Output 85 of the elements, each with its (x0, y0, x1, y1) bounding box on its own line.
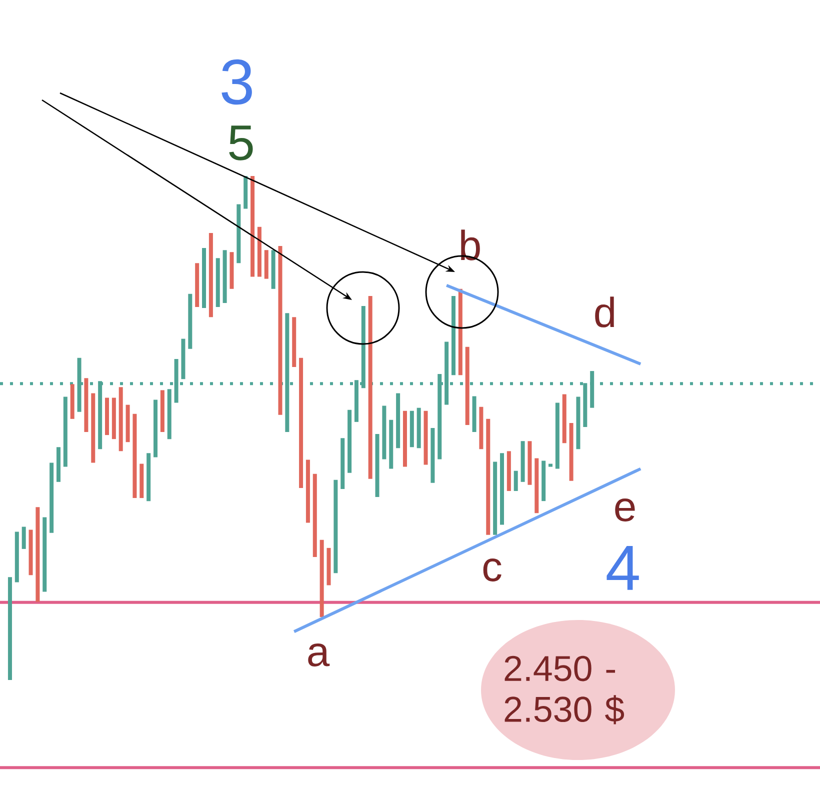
candlestick (188, 294, 192, 349)
candlestick (555, 402, 560, 469)
candlestick (132, 414, 137, 498)
candlestick (208, 232, 213, 318)
candlestick (500, 453, 504, 525)
candlestick (569, 422, 574, 481)
candlestick (292, 317, 296, 367)
candlestick (140, 464, 144, 498)
candlestick (216, 258, 220, 308)
annotation: c (483, 558, 502, 582)
candlestick (299, 358, 304, 488)
candlestick (230, 252, 234, 289)
candlestick (154, 400, 158, 458)
candlestick (222, 250, 227, 303)
candlestick (244, 176, 248, 209)
candlestick (257, 226, 262, 277)
candlestick (271, 250, 276, 289)
candlestick (56, 447, 60, 482)
candlestick (84, 378, 88, 432)
candlestick (63, 396, 68, 467)
candlestick (202, 248, 206, 308)
candlestick (334, 480, 338, 574)
candlestick (340, 438, 345, 489)
annotation: d (595, 296, 614, 328)
candlestick (181, 338, 186, 380)
candlestick (590, 371, 594, 408)
candlestick (50, 462, 54, 533)
annotation: 2.450 - 2.530 $ (504, 656, 624, 724)
candlestick (562, 394, 566, 444)
annotation: a (308, 644, 330, 666)
candlestick (195, 263, 200, 308)
candlestick (472, 396, 476, 432)
candlestick (306, 460, 310, 523)
candlestick (576, 396, 580, 450)
candlestick (91, 393, 96, 463)
candlestick (542, 460, 546, 502)
candlestick (410, 410, 414, 448)
candlestick (458, 288, 462, 376)
text: 3 (222, 59, 252, 105)
candlestick (520, 441, 525, 482)
candlestick (28, 530, 33, 576)
candlestick (320, 540, 324, 617)
candlestick (528, 441, 532, 485)
candlestick (451, 296, 456, 376)
candlestick (479, 406, 484, 450)
candlestick (250, 176, 255, 277)
candlestick (396, 393, 400, 448)
candlestick (264, 250, 268, 279)
candlestick (416, 408, 421, 448)
candlestick (368, 296, 372, 479)
candlestick (42, 517, 47, 592)
candlestick (160, 390, 164, 432)
candlestick (514, 470, 518, 491)
candlestick (118, 387, 123, 452)
candlestick (348, 410, 352, 473)
candlestick (278, 246, 282, 415)
candlestick (36, 507, 40, 602)
candlestick (126, 404, 130, 442)
candlestick (104, 398, 109, 436)
candlestick (430, 428, 435, 483)
candlestick (534, 458, 539, 514)
candlestick (8, 577, 12, 680)
annotation: e (615, 498, 635, 522)
candlestick (486, 418, 490, 535)
candlestick (548, 464, 553, 467)
candlestick (506, 451, 511, 491)
annotation: 4 (606, 546, 639, 590)
candlestick (424, 410, 428, 465)
candlestick (326, 548, 331, 586)
candlestick (493, 462, 498, 535)
candlestick (112, 398, 116, 440)
annotation: b (461, 230, 480, 260)
candlestick (465, 346, 470, 425)
candlestick (22, 526, 26, 549)
candlestick (14, 532, 19, 582)
candlestick (382, 406, 386, 460)
candlestick (167, 389, 172, 440)
candlestick (146, 453, 151, 502)
candlestick (312, 474, 317, 558)
candlestick (375, 434, 380, 498)
text: 5 (229, 126, 253, 160)
candlestick (402, 410, 407, 467)
candlestick (236, 204, 241, 264)
candlestick (389, 420, 394, 469)
candlestick (70, 384, 74, 419)
